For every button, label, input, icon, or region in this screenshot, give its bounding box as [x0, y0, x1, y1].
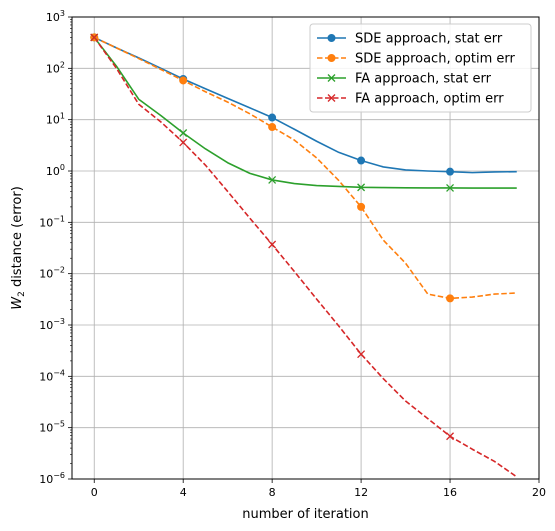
- data-point: [446, 184, 455, 192]
- data-point-stroke: [357, 350, 366, 359]
- y-tick-base: 10: [46, 165, 60, 178]
- y-axis-label-base: W: [10, 296, 25, 310]
- y-tick-label: 10−5: [39, 420, 65, 435]
- data-point: [268, 122, 277, 131]
- y-tick-exponent: −1: [53, 214, 65, 223]
- axis-ticks: 0 4 8 12 16 2010−610−510−410−310−210−11001011…: [39, 9, 546, 499]
- data-point-stroke: [268, 240, 277, 249]
- data-point-stroke: [179, 129, 188, 137]
- y-tick-base: 10: [39, 319, 53, 332]
- data-point-stroke: [268, 175, 277, 184]
- series-markers: [90, 33, 455, 441]
- y-tick-exponent: −3: [53, 317, 65, 326]
- y-tick-base: 10: [46, 11, 60, 24]
- x-tick-label: 20: [532, 486, 546, 499]
- data-point: [357, 183, 366, 192]
- data-point: [268, 240, 277, 249]
- x-tick-label: 0: [91, 486, 98, 499]
- data-point: [327, 34, 336, 42]
- data-point: [90, 33, 99, 42]
- data-point: [446, 294, 455, 303]
- data-point: [357, 202, 366, 211]
- legend-box: [309, 23, 532, 113]
- data-point-stroke: [327, 74, 336, 82]
- x-tick-label: 12: [354, 486, 368, 499]
- y-tick-base: 10: [39, 268, 53, 281]
- x-tick-label: 8: [269, 486, 276, 499]
- y-axis-label: W2 distance (error): [10, 186, 27, 310]
- y-axis-label-subscript: 2: [17, 291, 27, 297]
- y-tick-exponent: 2: [60, 60, 65, 69]
- data-point: [327, 94, 336, 102]
- data-point: [357, 350, 366, 359]
- legend-label: FA approach, stat err: [355, 72, 492, 87]
- legend-label: SDE approach, stat err: [355, 32, 503, 47]
- y-tick-exponent: 0: [60, 163, 65, 172]
- data-point: [357, 156, 366, 165]
- y-tick-exponent: −6: [53, 471, 65, 480]
- y-tick-exponent: 3: [60, 9, 65, 18]
- data-point: [179, 129, 188, 137]
- y-tick-label: 100: [46, 163, 65, 178]
- legend: SDE approach, stat err SDE approach, opti…: [309, 23, 532, 113]
- y-tick-exponent: −4: [53, 368, 65, 377]
- y-tick-exponent: 1: [60, 112, 65, 121]
- data-point: [268, 113, 277, 122]
- data-point: [179, 138, 188, 147]
- data-point: [268, 175, 277, 184]
- y-tick-base: 10: [39, 216, 53, 229]
- x-axis-label: number of iteration: [242, 507, 368, 522]
- y-tick-label: 102: [46, 60, 65, 75]
- y-tick-base: 10: [39, 370, 53, 383]
- y-tick-label: 10−6: [39, 471, 65, 486]
- y-tick-label: 10−3: [39, 317, 65, 332]
- y-axis-label-rest: distance (error): [10, 186, 25, 291]
- y-tick-label: 103: [46, 9, 65, 24]
- y-tick-base: 10: [46, 114, 60, 127]
- x-tick-label: 4: [180, 486, 187, 499]
- data-point-stroke: [327, 94, 336, 102]
- y-tick-base: 10: [39, 422, 53, 435]
- y-tick-label: 101: [46, 112, 65, 127]
- y-tick-label: 10−2: [39, 266, 65, 281]
- y-tick-label: 10−1: [39, 214, 65, 229]
- data-point-stroke: [90, 33, 99, 42]
- y-tick-label: 10−4: [39, 368, 65, 383]
- x-tick-label: 16: [443, 486, 457, 499]
- data-point: [327, 74, 336, 82]
- data-point-stroke: [446, 432, 455, 441]
- data-point: [179, 76, 188, 85]
- series-line-2: [93, 36, 517, 189]
- data-point-stroke: [357, 183, 366, 192]
- data-point-stroke: [179, 138, 188, 147]
- data-point: [446, 167, 455, 176]
- plot-frame: [71, 16, 540, 480]
- data-point: [446, 432, 455, 441]
- legend-label: SDE approach, optim err: [355, 52, 516, 67]
- y-tick-base: 10: [39, 473, 53, 486]
- legend-label: FA approach, optim err: [355, 92, 504, 107]
- data-point-stroke: [446, 184, 455, 192]
- y-tick-exponent: −5: [53, 420, 65, 429]
- data-point: [327, 54, 336, 62]
- y-tick-exponent: −2: [53, 266, 65, 275]
- y-tick-base: 10: [46, 62, 60, 75]
